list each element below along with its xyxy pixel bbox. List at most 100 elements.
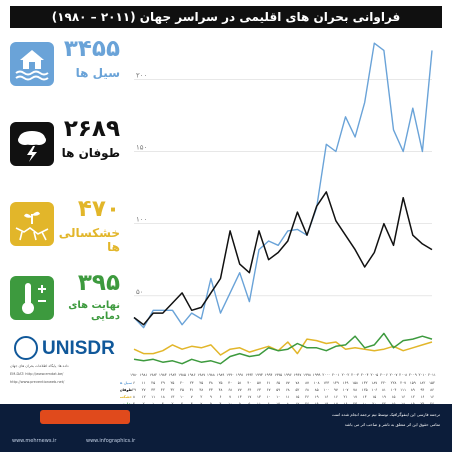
table-cell: ۱۲ (142, 395, 146, 399)
table-cell: ۸ (287, 402, 289, 404)
x-tick-label: ۱۹۸۹ (217, 373, 225, 377)
table-cell: ۷ (229, 395, 231, 399)
table-cell: ۱۹ (315, 402, 319, 404)
storm-cloud-icon (10, 122, 54, 166)
table-cell: ۷۷ (238, 388, 242, 392)
table-cell: ۷۸ (295, 381, 299, 385)
data-table: ۶ ۱۱ ۲۵ ۲۹ ۲۵ ۲۰ ۲۳ ۲۵ ۳۸ ۲۵ ۴۰ ۵۱ ۴۰ ۵۷ ۶۱ ۶۵ ۷۷ ۷۸ ۸۷ ۱۰۸… (132, 381, 435, 404)
x-tick-label: ۲۰۰۳ (351, 373, 359, 377)
table-cell: ۱۸۲ (419, 381, 425, 385)
table-cell: ۳۸ (199, 388, 203, 392)
table-cell: ۱۱۱ (400, 388, 406, 392)
table-cell: ۱۷ (295, 402, 299, 404)
x-tick-label: ۱۹۹۰ (226, 373, 234, 377)
site-infographics[interactable]: www.infographics.ir (86, 438, 136, 444)
x-tick-label: ۱۹۹۵ (274, 373, 282, 377)
table-cell: ۵۲ (295, 388, 299, 392)
stat-temperature-label: نهایت های دمایی (68, 300, 120, 322)
table-cell: ۹ (210, 395, 212, 399)
stat-floods-label: سیل ها (75, 66, 120, 80)
stat-droughts-label: خشکسالی ها (58, 226, 120, 254)
table-cell: ۱۶ (344, 402, 348, 404)
x-tick-label: ۱۹۹۲ (245, 373, 253, 377)
table-cell: ۶۷ (267, 388, 271, 392)
x-tick-label: ۲۰۰۱ (332, 373, 340, 377)
table-cell: ۳۸ (209, 381, 213, 385)
x-tick-label: ۲۰۱۱ (428, 373, 436, 377)
table-cell: ۴۳ (209, 388, 213, 392)
table-cell: ۷ (191, 395, 193, 399)
table-cell: ۳۳ (151, 388, 155, 392)
table-cell: ۱۰۷ (343, 388, 349, 392)
table-cell: ۱۳ (257, 395, 261, 399)
line-chart: ۵۰ ۱۰۰ ۱۵۰ ۲۰۰ ۱۹۸۰ ۱۹۸۱ ۱۹۸۲ ۱۹۸۳ ۱۹۸۴ ۱۹۸۵ ۱۹۸۶… (120, 42, 436, 404)
x-tick-label: ۱۹۸۴ (169, 373, 177, 377)
x-tick-label: ۱۹۹۱ (236, 373, 244, 377)
table-cell: ۴ (133, 402, 135, 404)
table-cell: ۲۰ (372, 402, 376, 404)
x-tick-label: ۱۹۸۵ (178, 373, 186, 377)
table-cell: ۱۲ (411, 395, 415, 399)
table-cell: ۲۶ (305, 395, 309, 399)
table-cell: ۶۸ (228, 388, 232, 392)
table-cell: ۲ (200, 395, 202, 399)
table-cell: ۱۴۳ (323, 381, 329, 385)
table-cell: ۱۸۷ (371, 381, 377, 385)
table-cell: ۱۷ (247, 395, 251, 399)
series-line-2 (133, 338, 433, 356)
table-cell: ۶۵ (276, 381, 280, 385)
stat-storms-label: طوفان ها (61, 146, 120, 160)
series-line-3 (133, 332, 433, 365)
series-line-0 (133, 42, 433, 329)
table-cell: ۶ (268, 402, 270, 404)
table-cell: ۶۴ (247, 388, 251, 392)
table-cell: ۹۷ (334, 388, 338, 392)
table-cell: ۱۶ (334, 395, 338, 399)
stat-floods: ۳۴۵۵ سیل ها (10, 36, 120, 98)
site-mehrnews[interactable]: www.mehrnews.ir (12, 438, 57, 444)
table-cell: ۴۰ (247, 381, 251, 385)
table-cell: ۱۴ (363, 395, 367, 399)
table-cell: ۲۵ (219, 381, 223, 385)
table-cell: ۱۷ (353, 395, 357, 399)
x-tick-label: ۲۰۰۵ (370, 373, 378, 377)
y-tick-label: ۱۵۰ (136, 143, 147, 151)
x-tick-label: ۱۹۸۱ (140, 373, 148, 377)
y-tick-label: ۵۰ (136, 288, 144, 296)
table-cell: ۶۸ (286, 388, 290, 392)
stat-temperature: ۳۹۵ نهایت های دمایی (10, 270, 120, 332)
table-cell: ۸ (133, 395, 135, 399)
table-cell: ۱۶۹ (343, 381, 349, 385)
table-cell: ۲ (171, 402, 173, 404)
x-tick-labels: ۱۹۸۰ ۱۹۸۱ ۱۹۸۲ ۱۹۸۳ ۱۹۸۴ ۱۹۸۵ ۱۹۸۶ ۱۹۸۷ ۱۹۸۸ ۱۹۸۹… (130, 373, 436, 377)
table-cell: ۲۱ (344, 395, 348, 399)
table-cell: ۱ (152, 402, 154, 404)
x-tick-label: ۱۹۹۸ (303, 373, 311, 377)
table-cell: ۲۹ (132, 388, 136, 392)
x-tick-label: ۲۰۰۲ (342, 373, 350, 377)
table-cell: ۱۰ (180, 395, 184, 399)
y-tick-labels: ۵۰ ۱۰۰ ۱۵۰ ۲۰۰ (136, 71, 147, 296)
x-tick-label: ۱۹۹۶ (284, 373, 292, 377)
table-cell: ۱۳ (171, 395, 175, 399)
table-cell: ۱۵ (372, 395, 376, 399)
table-cell: ۴۲ (171, 388, 175, 392)
table-cell: ۵ (248, 402, 250, 404)
y-tick-label: ۲۰۰ (136, 71, 147, 79)
table-cell: ۸۹ (411, 388, 415, 392)
table-cell: ۱۰ (267, 395, 271, 399)
table-cell: ۴۲ (161, 388, 165, 392)
table-cell: ۱۰۴ (391, 388, 397, 392)
table-cell: ۱۹ (382, 395, 386, 399)
x-tick-label: ۲۰۰۹ (409, 373, 417, 377)
table-cell: ۱۱ (151, 395, 155, 399)
stat-storms-number: ۲۶۸۹ (63, 116, 120, 142)
flood-house-icon (10, 42, 54, 86)
stat-floods-number: ۳۴۵۵ (63, 36, 120, 62)
table-cell: ۱۰۰ (323, 388, 329, 392)
table-cell: ۱۶ (420, 395, 424, 399)
data-table-row-labels: سیل ها طوفان ها خشکسالی ها نهایت های دمایی (120, 381, 133, 404)
table-cell: ۱۱ (142, 381, 146, 385)
chart-title: فراوانی بحران های اقلیمی در سراسر جهان (… (10, 6, 442, 28)
table-cell: ۲۲۸ (391, 381, 397, 385)
